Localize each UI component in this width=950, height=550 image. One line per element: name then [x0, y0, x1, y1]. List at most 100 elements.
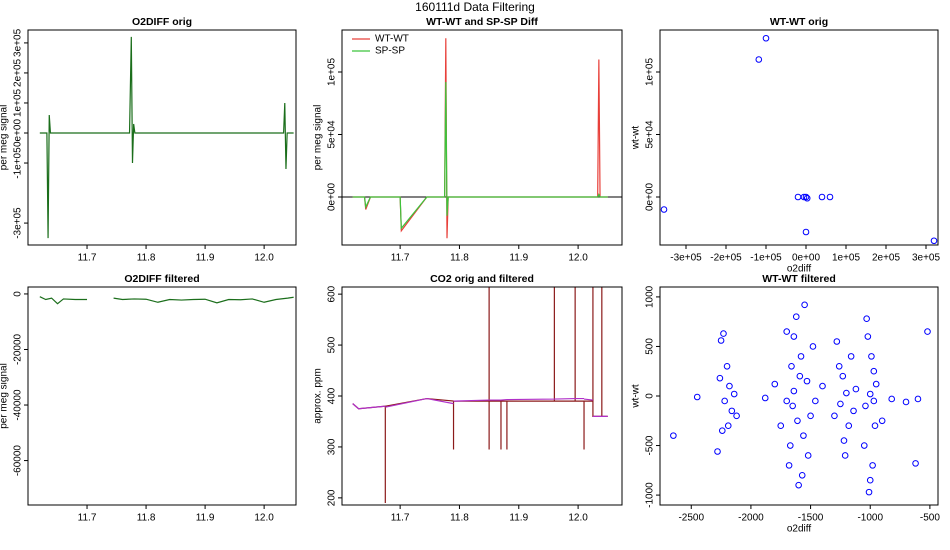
- plot-frame: [341, 29, 623, 246]
- data-point: [714, 448, 721, 455]
- x-tick-label: 11.9: [509, 513, 528, 524]
- plot-frame: [659, 29, 939, 246]
- data-point: [872, 380, 880, 388]
- data-point: [723, 362, 731, 370]
- data-point: [798, 471, 806, 479]
- data-point: [864, 333, 872, 340]
- data-point: [718, 427, 726, 434]
- y-tick-label: -40000: [13, 389, 24, 421]
- plot-frame: [27, 286, 297, 506]
- x-tick-label: -1000: [857, 513, 883, 524]
- x-tick-label: 11.8: [137, 253, 156, 264]
- data-point: [717, 337, 725, 344]
- data-point: [792, 313, 800, 321]
- y-tick-label: 0e+00: [645, 183, 656, 212]
- plot-area: [342, 38, 622, 239]
- x-tick-label: 0e+00: [792, 253, 821, 264]
- x-tick-label: 11.7: [78, 253, 97, 264]
- data-point: [852, 385, 860, 393]
- data-point: [818, 193, 826, 201]
- data-point: [930, 237, 938, 245]
- data-point: [794, 193, 802, 201]
- data-line: [352, 397, 608, 417]
- x-tick-label: 11.8: [450, 253, 469, 264]
- data-point: [863, 315, 870, 323]
- x-tick-label: 3e+05: [912, 253, 941, 264]
- x-tick-label: -2000: [738, 513, 764, 524]
- y-axis-label: per meg signal: [0, 363, 10, 429]
- panel-title: WT-WT and SP-SP Diff: [426, 16, 538, 28]
- data-point: [860, 442, 868, 449]
- data-point: [888, 395, 896, 403]
- data-point: [845, 422, 853, 430]
- data-point: [785, 462, 793, 469]
- x-tick-label: 11.9: [509, 253, 528, 264]
- y-tick-label: 5e+04: [327, 120, 338, 149]
- panel-title: O2DIFF filtered: [124, 273, 199, 285]
- data-point: [841, 452, 849, 459]
- data-point: [721, 397, 728, 405]
- data-line: [39, 296, 294, 305]
- data-point: [819, 382, 826, 390]
- data-point: [733, 412, 740, 420]
- y-tick-label: 1e+05: [645, 58, 656, 87]
- y-tick-label: -500: [645, 435, 656, 455]
- data-point: [862, 402, 869, 410]
- x-tick-label: -3e+05: [670, 253, 702, 264]
- plot-area: [670, 301, 931, 496]
- x-tick-label: -2500: [678, 513, 704, 524]
- x-tick-label: -1500: [798, 513, 824, 524]
- data-point: [724, 422, 732, 430]
- data-point: [870, 397, 878, 405]
- y-axis-label: wt-wt: [631, 384, 642, 409]
- data-point: [801, 301, 808, 309]
- data-point: [878, 417, 886, 425]
- data-point: [783, 328, 791, 335]
- y-tick-label: 1e+05: [13, 88, 24, 117]
- y-tick-label: 600: [327, 285, 338, 302]
- panel-title: O2DIFF orig: [132, 16, 192, 28]
- data-point: [866, 390, 874, 398]
- y-axis-label: wt-wt: [631, 126, 642, 151]
- x-tick-label: 11.9: [196, 513, 215, 524]
- data-point: [802, 228, 810, 236]
- panel-title: WT-WT filtered: [762, 273, 836, 285]
- data-point: [762, 34, 770, 42]
- data-point: [924, 328, 931, 335]
- data-point: [790, 387, 798, 395]
- y-axis-label: approx. ppm: [313, 368, 324, 424]
- data-point: [866, 476, 874, 484]
- data-point: [809, 343, 817, 350]
- x-tick-label: -2e+05: [710, 253, 742, 264]
- data-point: [755, 56, 763, 63]
- data-point: [807, 412, 814, 420]
- legend-label: WT-WT: [375, 34, 409, 45]
- data-point: [847, 353, 855, 360]
- figure-title: 160111d Data Filtering: [415, 0, 535, 14]
- x-tick-label: 11.7: [391, 513, 410, 524]
- x-tick-label: 11.8: [137, 513, 156, 524]
- plot-frame: [341, 286, 623, 506]
- x-tick-label: 11.9: [196, 253, 215, 264]
- y-tick-label: 500: [327, 336, 338, 353]
- x-tick-label: 1e+05: [832, 253, 861, 264]
- plot-area: [352, 287, 608, 503]
- y-tick-label: 400: [327, 387, 338, 404]
- x-tick-label: 11.8: [450, 513, 469, 524]
- panel-title: CO2 orig and filtered: [430, 273, 534, 285]
- plot-area: [660, 34, 938, 245]
- data-point: [726, 382, 733, 390]
- data-point: [800, 432, 807, 439]
- plot-area: [39, 296, 294, 305]
- data-point: [783, 397, 791, 405]
- data-point: [802, 193, 810, 201]
- data-point: [871, 422, 879, 430]
- y-tick-label: 2e+05: [13, 58, 24, 87]
- data-point: [670, 432, 677, 439]
- y-tick-label: -1e+05: [13, 147, 24, 179]
- data-point: [803, 377, 811, 385]
- data-point: [794, 417, 801, 425]
- data-point: [835, 362, 843, 370]
